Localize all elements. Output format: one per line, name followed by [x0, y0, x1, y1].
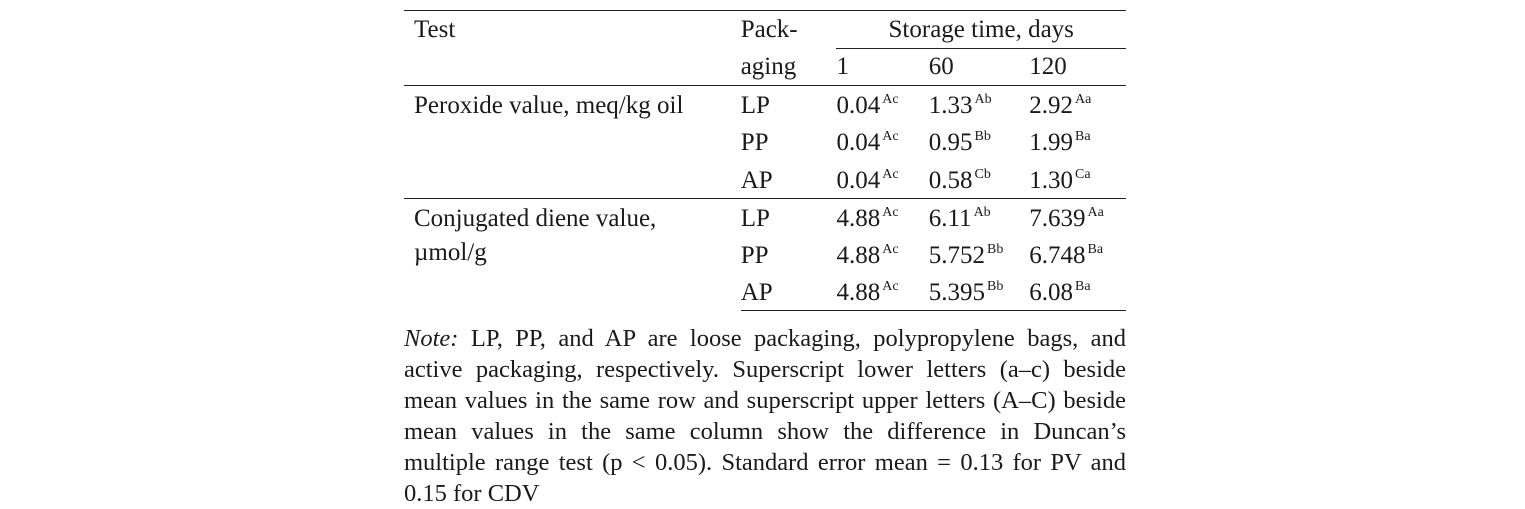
header-packaging-line2: aging: [740, 52, 797, 80]
table-row: PP 4.88 Ac 5.752 Bb 6.748 Ba: [404, 236, 1126, 274]
value-day-60: 5.395 Bb: [928, 273, 1030, 311]
test-name-line1: Conjugated diene value,: [414, 204, 657, 232]
packaging-cell: PP: [740, 129, 769, 156]
packaging-cell: LP: [740, 197, 837, 236]
header-storage-time: Storage time, days: [836, 10, 1126, 49]
header-row-2: aging 1 60 120: [404, 49, 1126, 86]
packaging-cell: AP: [740, 273, 837, 311]
note-text: LP, PP, and AP are loose packaging, poly…: [404, 325, 1127, 507]
header-packaging-line1: Pack-: [740, 10, 837, 49]
packaging-cell: LP: [740, 85, 837, 123]
note-label: Note:: [404, 325, 459, 352]
table-note: Note: LP, PP, and AP are loose packaging…: [404, 323, 1126, 509]
value-day-60: 0.95 Bb: [928, 129, 991, 156]
value-day-1: 4.88 Ac: [836, 241, 899, 269]
value-day-1: 0.04 Ac: [836, 85, 929, 123]
table-row: PP 0.04 Ac 0.95 Bb 1.99 Ba: [404, 123, 1126, 161]
value-day-120: 7.639 Aa: [1029, 197, 1126, 236]
packaging-cell: PP: [740, 241, 769, 269]
value-day-120: 2.92 Aa: [1029, 85, 1126, 123]
header-test: Test: [404, 10, 741, 86]
table-row: AP 4.88 Ac 5.395 Bb 6.08 Ba: [404, 273, 1126, 311]
value-day-120: 6.748 Ba: [1029, 241, 1104, 269]
test-name: Conjugated diene value, µmol/g: [404, 197, 741, 311]
value-day-120: 6.08 Ba: [1029, 273, 1126, 311]
value-day-60: 1.33 Ab: [928, 85, 1030, 123]
value-day-1: 0.04 Ac: [836, 166, 899, 194]
document: Test Pack- Storage time, days aging 1 60…: [404, 10, 1126, 509]
value-day-60: 6.11 Ab: [928, 197, 1030, 236]
value-day-120: 1.99 Ba: [1029, 129, 1091, 156]
test-name-line1: Peroxide value, meq/kg oil: [414, 92, 684, 119]
packaging-cell: AP: [740, 166, 773, 194]
value-day-60: 0.58 Cb: [928, 166, 991, 194]
header-day-60: 60: [928, 53, 954, 80]
header-row-1: Test Pack- Storage time, days: [404, 10, 1126, 86]
table-row: Conjugated diene value, µmol/g LP 4.88 Ac…: [404, 197, 1126, 311]
test-name-line2: µmol/g: [414, 238, 487, 266]
value-day-60: 5.752 Bb: [928, 241, 1004, 269]
header-day-120: 120: [1029, 53, 1067, 80]
value-day-1: 4.88 Ac: [836, 273, 929, 311]
value-day-1: 4.88 Ac: [836, 197, 929, 236]
header-day-1: 1: [836, 53, 849, 80]
results-table: Test Pack- Storage time, days aging 1 60…: [404, 10, 1126, 311]
table-row: Peroxide value, meq/kg oil LP 0.04 Ac 1.3…: [404, 85, 1126, 198]
table-row: AP 0.04 Ac 0.58 Cb 1.30 Ca: [404, 161, 1126, 199]
value-day-120: 1.30 Ca: [1029, 166, 1091, 194]
value-day-1: 0.04 Ac: [836, 129, 899, 156]
test-name: Peroxide value, meq/kg oil: [404, 85, 741, 198]
